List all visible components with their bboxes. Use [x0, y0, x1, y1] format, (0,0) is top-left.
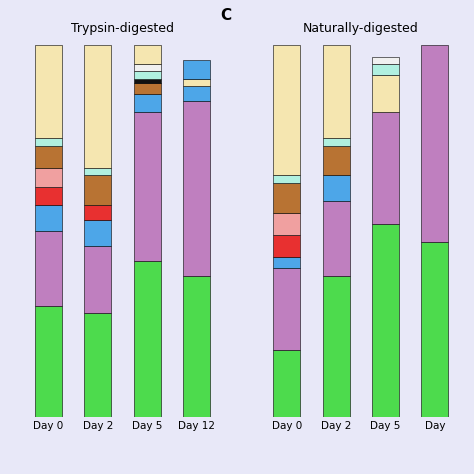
Bar	[323, 146, 350, 175]
Bar	[35, 205, 62, 231]
Bar	[273, 213, 301, 235]
Bar	[273, 46, 301, 175]
Bar	[372, 75, 399, 112]
Bar	[84, 46, 111, 168]
Bar	[273, 183, 301, 213]
Bar	[273, 268, 301, 350]
Bar	[134, 46, 161, 64]
Bar	[134, 94, 161, 112]
Bar	[84, 205, 111, 220]
Bar	[183, 79, 210, 86]
Bar	[35, 146, 62, 168]
Bar	[134, 72, 161, 79]
Bar	[35, 187, 62, 205]
Bar	[323, 201, 350, 276]
Bar	[183, 86, 210, 101]
Text: C: C	[220, 8, 231, 23]
Title: Trypsin-digested: Trypsin-digested	[71, 22, 174, 36]
Bar	[372, 64, 399, 75]
Bar	[35, 231, 62, 306]
Bar	[323, 46, 350, 138]
Bar	[84, 168, 111, 175]
Bar	[35, 46, 62, 138]
Bar	[134, 64, 161, 72]
Bar	[35, 168, 62, 187]
Bar	[323, 175, 350, 201]
Bar	[134, 112, 161, 261]
Bar	[84, 246, 111, 313]
Bar	[134, 82, 161, 94]
Bar	[323, 138, 350, 146]
Bar	[84, 175, 111, 205]
Title: Naturally-digested: Naturally-digested	[303, 22, 419, 36]
Bar	[421, 46, 448, 242]
Bar	[372, 224, 399, 417]
Bar	[134, 79, 161, 82]
Bar	[273, 235, 301, 257]
Bar	[273, 257, 301, 268]
Bar	[134, 261, 161, 417]
Bar	[323, 276, 350, 417]
Bar	[273, 175, 301, 183]
Bar	[35, 306, 62, 417]
Bar	[35, 138, 62, 146]
Bar	[183, 60, 210, 79]
Bar	[84, 220, 111, 246]
Bar	[183, 101, 210, 276]
Bar	[372, 56, 399, 64]
Bar	[421, 242, 448, 417]
Bar	[183, 276, 210, 417]
Bar	[372, 112, 399, 224]
Bar	[84, 313, 111, 417]
Bar	[273, 350, 301, 417]
